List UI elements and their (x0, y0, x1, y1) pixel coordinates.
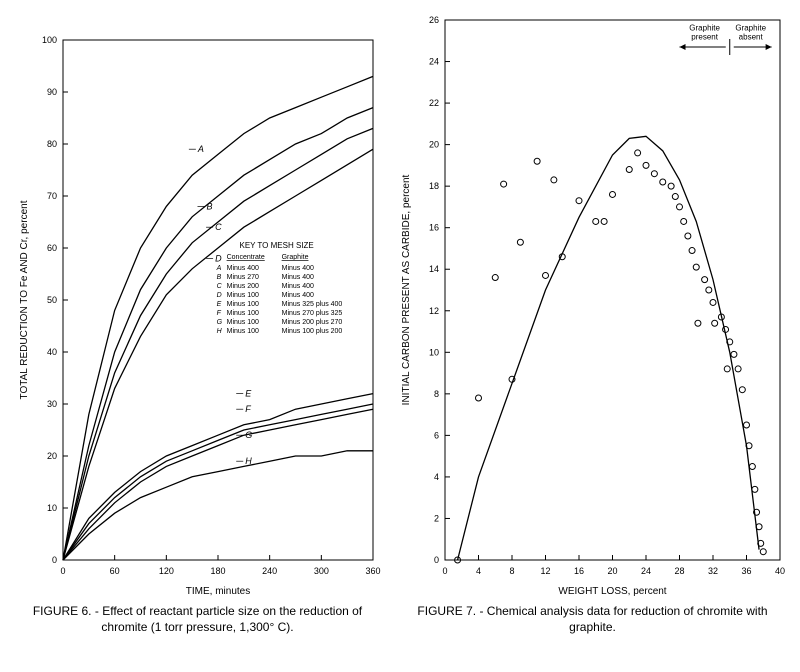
svg-text:Minus 100: Minus 100 (226, 319, 258, 326)
svg-text:Minus 400: Minus 400 (281, 283, 313, 290)
svg-text:12: 12 (429, 306, 439, 316)
svg-text:16: 16 (429, 223, 439, 233)
figure-6-caption: FIGURE 6. - Effect of reactant particle … (29, 604, 367, 635)
svg-text:6: 6 (434, 430, 439, 440)
svg-text:240: 240 (262, 566, 277, 576)
svg-text:40: 40 (46, 347, 56, 357)
svg-text:32: 32 (708, 566, 718, 576)
svg-text:24: 24 (429, 57, 439, 67)
svg-text:E: E (245, 389, 252, 399)
svg-text:D: D (215, 253, 222, 263)
svg-text:30: 30 (46, 399, 56, 409)
svg-text:Graphite: Graphite (689, 23, 720, 32)
svg-text:Minus 100: Minus 100 (226, 292, 258, 299)
svg-text:present: present (691, 32, 718, 41)
svg-text:WEIGHT LOSS, percent: WEIGHT LOSS, percent (558, 586, 666, 597)
svg-text:14: 14 (429, 264, 439, 274)
svg-text:360: 360 (365, 566, 380, 576)
svg-text:Minus 400: Minus 400 (281, 274, 313, 281)
caption-prefix: FIGURE 6. (33, 604, 92, 618)
svg-text:36: 36 (741, 566, 751, 576)
svg-text:Minus 200: Minus 200 (226, 283, 258, 290)
svg-text:2: 2 (434, 513, 439, 523)
svg-text:40: 40 (775, 566, 785, 576)
svg-text:Minus 100: Minus 100 (226, 328, 258, 335)
svg-text:Minus 400: Minus 400 (281, 265, 313, 272)
svg-text:F: F (245, 404, 251, 414)
svg-text:G: G (245, 430, 252, 440)
svg-text:28: 28 (674, 566, 684, 576)
svg-text:TIME, minutes: TIME, minutes (185, 586, 249, 597)
figure-6-chart: 0 60 120 180 240 300 360 0 10 20 30 40 50 60 70 80 90 100… (13, 10, 383, 600)
svg-text:10: 10 (429, 347, 439, 357)
svg-text:B: B (216, 274, 221, 281)
svg-text:90: 90 (46, 87, 56, 97)
svg-text:16: 16 (574, 566, 584, 576)
svg-text:50: 50 (46, 295, 56, 305)
svg-text:12: 12 (540, 566, 550, 576)
svg-text:4: 4 (434, 472, 439, 482)
svg-text:Minus 100: Minus 100 (226, 301, 258, 308)
svg-text:INITIAL CARBON PRESENT AS CARB: INITIAL CARBON PRESENT AS CARBIDE, perce… (401, 174, 412, 405)
figure-7-caption: FIGURE 7. - Chemical analysis data for r… (415, 604, 771, 635)
svg-text:20: 20 (607, 566, 617, 576)
svg-text:Minus 270: Minus 270 (226, 274, 258, 281)
svg-text:4: 4 (476, 566, 481, 576)
svg-text:Minus 270 plus 325: Minus 270 plus 325 (281, 310, 342, 317)
svg-text:TOTAL REDUCTION TO Fe AND Cr,: TOTAL REDUCTION TO Fe AND Cr, percent (19, 200, 30, 399)
figure-7-chart: 0481216202428323640024681012141618202224… (395, 10, 790, 600)
svg-text:80: 80 (46, 139, 56, 149)
svg-text:E: E (216, 301, 221, 308)
svg-text:A: A (215, 265, 221, 272)
svg-text:G: G (216, 319, 222, 326)
svg-text:120: 120 (158, 566, 173, 576)
svg-text:60: 60 (46, 243, 56, 253)
svg-text:20: 20 (46, 451, 56, 461)
svg-text:D: D (216, 292, 221, 299)
svg-text:0: 0 (60, 566, 65, 576)
svg-text:24: 24 (641, 566, 651, 576)
svg-text:A: A (196, 144, 203, 154)
caption-text: Effect of reactant particle size on the … (101, 604, 362, 634)
svg-text:26: 26 (429, 15, 439, 25)
caption-text: Chemical analysis data for reduction of … (487, 604, 768, 634)
svg-text:Concentrate: Concentrate (226, 254, 264, 261)
svg-text:18: 18 (429, 181, 439, 191)
svg-text:Minus 400: Minus 400 (281, 292, 313, 299)
svg-text:60: 60 (109, 566, 119, 576)
svg-text:8: 8 (434, 389, 439, 399)
svg-text:Graphite: Graphite (735, 23, 766, 32)
svg-text:300: 300 (313, 566, 328, 576)
svg-text:0: 0 (442, 566, 447, 576)
figure-6-panel: 0 60 120 180 240 300 360 0 10 20 30 40 50 60 70 80 90 100… (10, 10, 385, 662)
svg-text:22: 22 (429, 98, 439, 108)
svg-text:Minus 100: Minus 100 (226, 310, 258, 317)
svg-text:C: C (215, 222, 222, 232)
svg-text:8: 8 (509, 566, 514, 576)
svg-text:H: H (245, 456, 252, 466)
svg-text:70: 70 (46, 191, 56, 201)
svg-text:Minus 325 plus 400: Minus 325 plus 400 (281, 301, 342, 308)
svg-text:20: 20 (429, 140, 439, 150)
svg-text:F: F (216, 310, 221, 317)
svg-text:KEY TO MESH SIZE: KEY TO MESH SIZE (239, 241, 313, 250)
svg-text:Minus 200 plus 270: Minus 200 plus 270 (281, 319, 342, 326)
svg-text:Minus 100 plus 200: Minus 100 plus 200 (281, 328, 342, 335)
svg-text:B: B (206, 201, 212, 211)
svg-text:180: 180 (210, 566, 225, 576)
caption-prefix: FIGURE 7. (417, 604, 476, 618)
svg-text:Graphite: Graphite (281, 254, 308, 261)
svg-text:10: 10 (46, 503, 56, 513)
svg-text:Minus 400: Minus 400 (226, 265, 258, 272)
svg-text:100: 100 (41, 35, 56, 45)
svg-text:0: 0 (434, 555, 439, 565)
svg-text:absent: absent (739, 32, 764, 41)
svg-text:0: 0 (51, 555, 56, 565)
figure-7-panel: 0481216202428323640024681012141618202224… (395, 10, 790, 662)
